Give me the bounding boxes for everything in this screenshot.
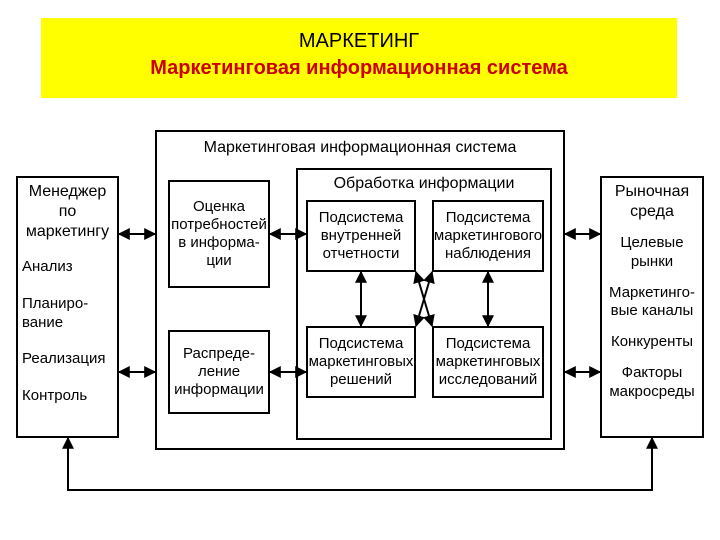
- left-column-box: Менеджер по маркетингу Анализ Планиро-ва…: [16, 176, 119, 438]
- right-item: Целевые рынки: [604, 232, 700, 274]
- title-banner: МАРКЕТИНГ Маркетинговая информационная с…: [41, 18, 677, 98]
- diagram-canvas: МАРКЕТИНГ Маркетинговая информационная с…: [0, 0, 720, 540]
- processing-title: Обработка информации: [334, 174, 515, 194]
- right-item: Факторы макросреды: [604, 362, 700, 404]
- banner-line1: МАРКЕТИНГ: [41, 28, 677, 55]
- node-info-distribution: Распреде-ление информации: [168, 330, 270, 414]
- left-item: Контроль: [20, 385, 115, 408]
- node-needs-assessment: Оценка потребностей в информа-ции: [168, 180, 270, 288]
- right-item: Конкуренты: [604, 331, 700, 354]
- node-marketing-research: Подсистема маркетинговых исследований: [432, 326, 544, 398]
- center-title: Маркетинговая информационная система: [204, 138, 517, 158]
- node-marketing-observation: Подсистема маркетингового наблюдения: [432, 200, 544, 272]
- left-item: Анализ: [20, 256, 115, 279]
- left-header: Менеджер по маркетингу: [22, 182, 113, 242]
- right-column-box: Рыночная среда Целевые рынки Маркетинго-…: [600, 176, 704, 438]
- node-internal-reporting: Подсистема внутренней отчетности: [306, 200, 416, 272]
- right-item: Маркетинго-вые каналы: [604, 282, 700, 324]
- left-item: Планиро-вание: [20, 293, 115, 335]
- right-header: Рыночная среда: [606, 182, 698, 222]
- node-marketing-decisions: Подсистема маркетинговых решений: [306, 326, 416, 398]
- banner-line2: Маркетинговая информационная система: [41, 55, 677, 82]
- left-item: Реализация: [20, 348, 115, 371]
